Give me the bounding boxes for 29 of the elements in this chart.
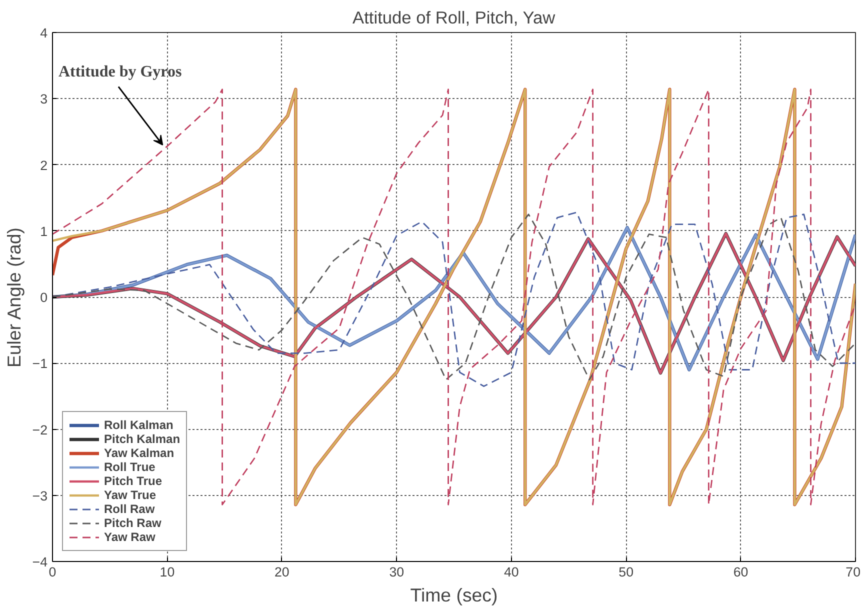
y-tick-label: 3 — [40, 92, 48, 107]
x-tick-label: 70 — [846, 564, 861, 580]
legend-label: Yaw True — [104, 488, 156, 502]
legend-label: Roll Raw — [104, 502, 155, 516]
y-tick-label: 2 — [40, 158, 48, 173]
x-tick-label: 30 — [389, 564, 404, 580]
x-tick-label: 40 — [504, 564, 519, 580]
x-tick-label: 50 — [618, 564, 634, 580]
legend-label: Roll True — [104, 460, 156, 474]
legend-label: Yaw Kalman — [104, 446, 174, 460]
legend-label: Yaw Raw — [104, 530, 156, 544]
y-tick-label: −4 — [32, 554, 48, 570]
y-tick-label: −2 — [32, 422, 48, 438]
chart-title: Attitude of Roll, Pitch, Yaw — [352, 8, 556, 28]
annotation: Attitude by Gyros — [58, 64, 182, 81]
legend-label: Roll Kalman — [104, 418, 174, 432]
y-axis-title: Euler Angle (rad) — [3, 228, 24, 368]
legend-label: Pitch Kalman — [104, 432, 180, 446]
y-tick-label: 0 — [40, 290, 48, 305]
legend-label: Pitch Raw — [104, 516, 162, 530]
legend-label: Pitch True — [104, 474, 162, 488]
y-tick-label: 4 — [40, 26, 48, 40]
y-tick-label: −3 — [32, 488, 48, 504]
x-axis-title: Time (sec) — [410, 584, 498, 606]
y-tick-label: 1 — [40, 224, 48, 239]
x-tick-label: 10 — [160, 564, 175, 580]
y-tick-label: −1 — [32, 356, 48, 372]
x-tick-label: 20 — [274, 564, 290, 580]
x-tick-label: 60 — [733, 564, 748, 580]
